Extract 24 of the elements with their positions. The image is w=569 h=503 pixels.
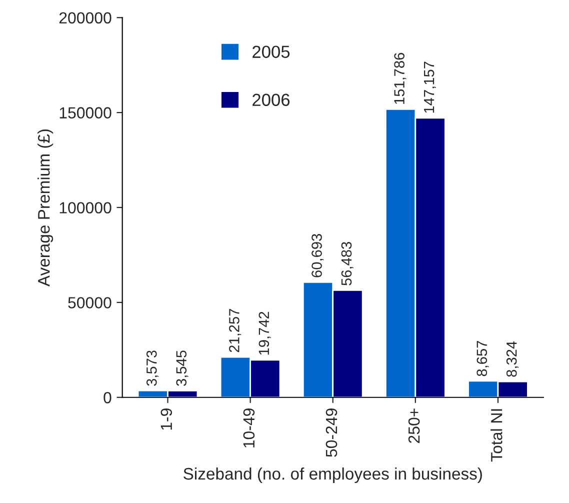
legend-label: 2006 <box>252 94 290 106</box>
x-tick-label: 10-49 <box>243 408 255 448</box>
legend-label: 2005 <box>252 46 290 58</box>
data-label: 8,657 <box>476 341 489 376</box>
y-tick-label: 100000 <box>60 202 112 214</box>
data-label: 147,157 <box>424 62 436 113</box>
x-tick-label: 50-249 <box>326 408 338 457</box>
y-tick-label: 0 <box>104 392 112 404</box>
x-tick-label: Total NI <box>490 409 502 462</box>
x-axis-title: Sizeband (no. of employees in business) <box>184 467 482 484</box>
y-tick-label: 50000 <box>68 297 112 308</box>
data-label: 56,483 <box>341 242 354 286</box>
data-label: 21,257 <box>229 308 242 352</box>
y-axis-title: Average Premium (£) <box>38 129 54 286</box>
data-label: 19,742 <box>258 312 271 355</box>
data-label: 60,693 <box>312 234 324 278</box>
x-tick-label: 1-9 <box>160 408 172 430</box>
y-tick-label: 150000 <box>60 107 112 118</box>
data-label: 3,573 <box>146 350 159 386</box>
y-tick-label: 200000 <box>59 12 112 24</box>
x-tick-label: 250+ <box>408 408 420 443</box>
data-label: 8,324 <box>506 341 518 377</box>
data-label: 151,786 <box>394 52 406 104</box>
data-label: 3,545 <box>176 350 188 386</box>
